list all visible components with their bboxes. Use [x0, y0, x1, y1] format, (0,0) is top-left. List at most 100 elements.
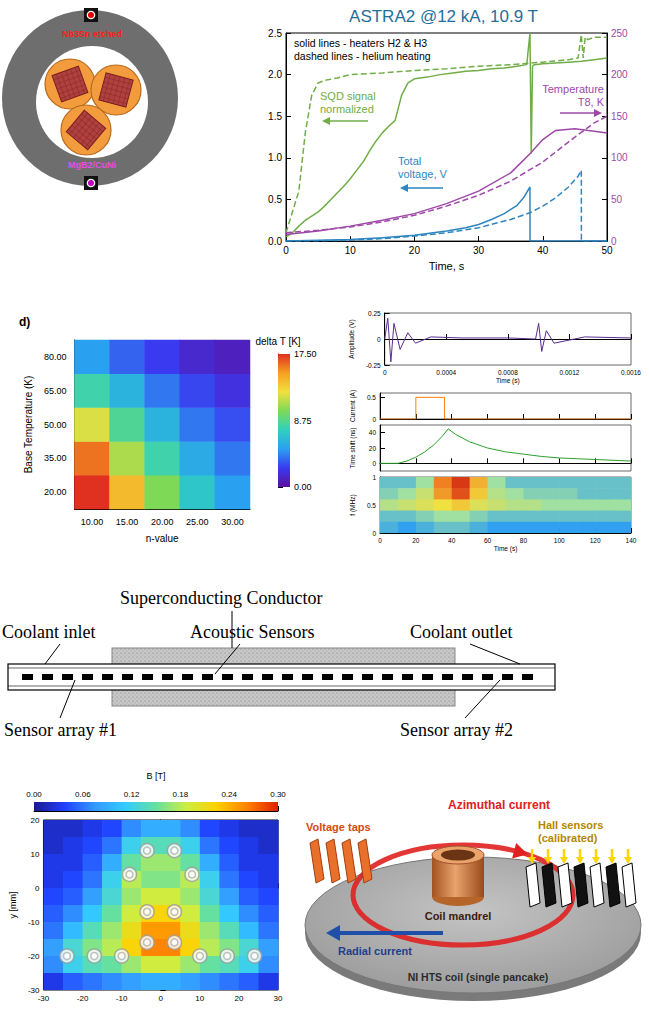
svg-text:0.5: 0.5: [367, 502, 376, 509]
svg-text:Total: Total: [398, 155, 421, 167]
svg-text:y [mm]: y [mm]: [8, 892, 18, 919]
svg-text:30: 30: [274, 994, 283, 1003]
svg-text:Temperature: Temperature: [542, 83, 604, 95]
svg-text:15.00: 15.00: [116, 517, 139, 527]
svg-text:20.00: 20.00: [151, 517, 174, 527]
svg-text:Time (s): Time (s): [494, 545, 518, 553]
svg-text:80.00: 80.00: [44, 352, 67, 362]
svg-text:25.00: 25.00: [186, 517, 209, 527]
svg-text:0: 0: [372, 460, 376, 467]
svg-text:MgB2/CuNi: MgB2/CuNi: [68, 160, 116, 170]
svg-text:Time (s): Time (s): [496, 377, 520, 385]
svg-text:250: 250: [611, 28, 628, 39]
svg-text:40: 40: [369, 429, 377, 436]
svg-text:0: 0: [372, 530, 376, 537]
svg-text:140: 140: [626, 537, 637, 544]
svg-text:solid lines - heaters H2 & H3: solid lines - heaters H2 & H3: [294, 37, 427, 49]
svg-text:Coil mandrel: Coil mandrel: [425, 910, 492, 922]
svg-text:n-value: n-value: [146, 533, 179, 544]
svg-text:60: 60: [484, 537, 492, 544]
svg-text:20: 20: [31, 816, 40, 825]
svg-text:0.30: 0.30: [270, 790, 286, 799]
svg-text:0.0: 0.0: [268, 236, 282, 247]
svg-text:50: 50: [601, 245, 613, 256]
svg-text:Coolant outlet: Coolant outlet: [410, 622, 513, 642]
svg-text:0.0016: 0.0016: [621, 369, 641, 376]
svg-text:0.5: 0.5: [367, 394, 376, 401]
svg-text:Time, s: Time, s: [429, 260, 465, 272]
svg-text:0.24: 0.24: [221, 790, 237, 799]
svg-text:B [T]: B [T]: [146, 771, 165, 781]
svg-text:Coolant inlet: Coolant inlet: [2, 622, 96, 642]
svg-text:40: 40: [537, 245, 549, 256]
svg-text:Superconducting Conductor: Superconducting Conductor: [120, 588, 322, 608]
svg-text:20: 20: [409, 245, 421, 256]
svg-text:0.18: 0.18: [173, 790, 189, 799]
svg-text:1: 1: [372, 474, 376, 481]
svg-text:0.06: 0.06: [75, 790, 91, 799]
svg-text:100: 100: [554, 537, 565, 544]
svg-text:Acoustic Sensors: Acoustic Sensors: [190, 622, 315, 642]
svg-text:-10: -10: [28, 918, 40, 927]
svg-text:Sensor array #2: Sensor array #2: [400, 720, 513, 740]
svg-text:35.00: 35.00: [44, 453, 67, 463]
svg-text:100: 100: [611, 152, 628, 163]
svg-text:0: 0: [283, 245, 289, 256]
svg-text:Base Temperature (K): Base Temperature (K): [23, 376, 34, 474]
svg-text:20: 20: [412, 537, 420, 544]
svg-text:20.00: 20.00: [44, 487, 67, 497]
svg-text:40: 40: [448, 537, 456, 544]
svg-text:NI HTS coil (single pancake): NI HTS coil (single pancake): [408, 971, 549, 983]
svg-text:10: 10: [195, 994, 204, 1003]
svg-text:dashed lines - helium heating: dashed lines - helium heating: [294, 50, 431, 62]
svg-text:80: 80: [520, 537, 528, 544]
svg-text:30: 30: [473, 245, 485, 256]
svg-text:2.5: 2.5: [268, 28, 282, 39]
svg-text:0: 0: [377, 336, 381, 343]
svg-text:delta T [K]: delta T [K]: [255, 336, 300, 347]
svg-text:f (MHz): f (MHz): [349, 494, 357, 515]
svg-text:T8, K: T8, K: [578, 96, 605, 108]
svg-text:200: 200: [611, 69, 628, 80]
svg-text:d): d): [19, 315, 30, 329]
svg-text:10: 10: [345, 245, 357, 256]
svg-text:ASTRA2 @12 kA, 10.9 T: ASTRA2 @12 kA, 10.9 T: [349, 7, 538, 26]
svg-text:17.50: 17.50: [294, 349, 317, 359]
svg-text:Azimuthal current: Azimuthal current: [448, 798, 550, 812]
svg-text:0.0008: 0.0008: [498, 369, 518, 376]
svg-text:50.00: 50.00: [44, 420, 67, 430]
svg-text:-30: -30: [38, 994, 50, 1003]
svg-text:0.0004: 0.0004: [436, 369, 456, 376]
svg-text:150: 150: [611, 111, 628, 122]
svg-text:50: 50: [611, 194, 623, 205]
svg-text:Radial current: Radial current: [338, 945, 412, 957]
svg-text:Time shift (ns): Time shift (ns): [349, 428, 357, 469]
svg-text:2.0: 2.0: [268, 69, 282, 80]
svg-text:8.75: 8.75: [294, 416, 312, 426]
svg-text:voltage, V: voltage, V: [398, 168, 448, 180]
svg-text:120: 120: [590, 537, 601, 544]
svg-text:Nb3Sn etched: Nb3Sn etched: [62, 29, 122, 39]
svg-text:65.00: 65.00: [44, 386, 67, 396]
svg-text:SQD signal: SQD signal: [320, 90, 376, 102]
svg-text:0.5: 0.5: [268, 194, 282, 205]
svg-text:-0.25: -0.25: [366, 362, 381, 369]
svg-text:10.00: 10.00: [81, 517, 104, 527]
svg-text:20: 20: [234, 994, 243, 1003]
svg-text:30.00: 30.00: [221, 517, 244, 527]
svg-text:-20: -20: [77, 994, 89, 1003]
svg-text:0: 0: [35, 884, 40, 893]
svg-text:0.25: 0.25: [368, 310, 381, 317]
svg-text:1.0: 1.0: [268, 152, 282, 163]
svg-text:0.00: 0.00: [294, 482, 312, 492]
svg-text:0.0012: 0.0012: [559, 369, 579, 376]
svg-text:-20: -20: [28, 952, 40, 961]
svg-text:0: 0: [378, 537, 382, 544]
svg-text:0: 0: [383, 369, 387, 376]
svg-text:0: 0: [159, 994, 164, 1003]
svg-text:0: 0: [372, 416, 376, 423]
svg-text:0.12: 0.12: [124, 790, 140, 799]
svg-text:1.5: 1.5: [268, 111, 282, 122]
svg-text:Current (A): Current (A): [349, 390, 357, 422]
svg-text:normalized: normalized: [320, 103, 374, 115]
